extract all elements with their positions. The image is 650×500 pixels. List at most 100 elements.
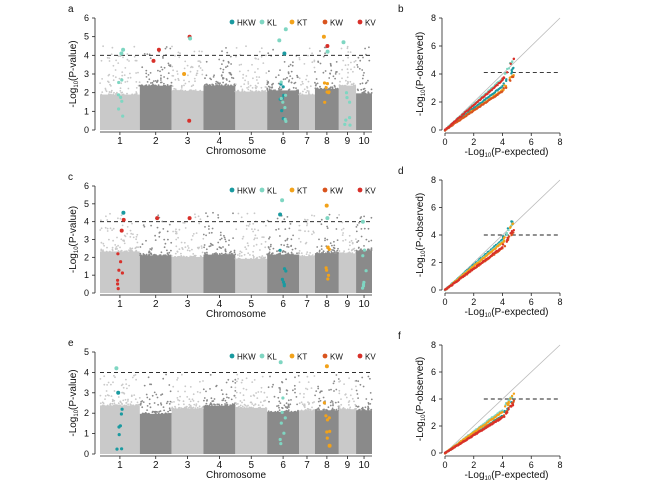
snp-point [194,407,197,409]
snp-point [183,79,185,82]
snp-point [157,84,160,87]
qq-point [496,84,499,87]
snp-point [326,409,329,412]
snp-point [210,231,213,234]
snp-point [286,76,288,79]
snp-point [336,239,339,242]
snp-point [337,247,339,250]
snp-point [249,84,252,87]
qq-point [511,60,514,63]
snp-point [289,75,292,77]
snp-point [108,93,110,95]
snp-point [229,72,232,74]
snp-point [139,246,142,248]
snp-point [255,392,257,394]
snp-point [135,235,138,238]
snp-point [312,409,315,412]
snp-point [350,239,353,242]
snp-point [212,84,215,87]
highlight-snp [282,431,286,435]
snp-point [341,84,344,87]
snp-point [183,84,185,87]
snp-point [170,249,172,252]
y-tick-label: 6 [431,203,436,213]
snp-point [367,402,370,404]
snp-point [355,249,358,252]
highlight-snp [325,418,330,422]
snp-point [177,255,180,258]
snp-point [200,245,203,248]
snp-point [252,407,255,409]
snp-point [287,253,290,256]
snp-point [114,244,117,246]
snp-point [234,253,237,256]
snp-point [289,63,292,66]
snp-point [307,401,309,403]
snp-point [337,401,340,403]
snp-point [160,74,162,77]
snp-point [168,403,171,405]
snp-point [321,252,323,254]
snp-point [299,241,302,243]
snp-point [347,51,350,53]
snp-point [100,93,103,96]
x-axis-label: Chromosome [206,470,266,481]
snp-point [243,407,246,409]
snp-point [134,374,137,376]
snp-point [346,68,349,71]
snp-point [277,396,280,399]
snp-point [370,398,373,401]
snp-point [285,378,287,381]
highlight-snp [116,278,120,282]
snp-point [287,65,290,68]
snp-point [316,252,319,255]
snp-point [300,401,303,404]
y-tick-label: 8 [431,175,436,185]
legend-item-kw: KW [322,187,343,196]
snp-point [148,398,151,401]
snp-point [138,397,141,399]
snp-point [303,393,305,395]
snp-point [240,255,243,257]
legend-item-kv: KV [357,353,376,362]
snp-point [191,255,193,258]
snp-point [318,408,320,411]
snp-point [105,215,107,218]
snp-point [239,404,242,407]
snp-point [298,237,300,240]
x-tick-label: 10 [358,299,370,310]
snp-point [119,250,122,253]
snp-point [112,227,115,230]
snp-point [331,87,334,90]
snp-point [309,252,311,254]
snp-point [202,237,205,240]
snp-point [183,222,186,224]
snp-point [312,230,315,233]
snp-point [287,410,289,413]
snp-point [177,399,179,401]
x-tick-label: 2 [153,136,159,147]
qq-point [506,236,509,239]
highlight-snp [117,425,121,429]
snp-point [125,250,128,253]
snp-point [165,412,168,415]
snp-point [206,253,208,256]
qq-point [508,76,511,80]
snp-point [350,83,353,86]
snp-point [261,236,264,239]
snp-point [224,399,227,402]
snp-point [298,250,301,252]
snp-point [145,239,147,242]
qq-point [507,400,510,404]
x-tick-label: 4 [217,299,223,310]
y-tick-label: 4 [431,394,436,404]
x-axis-label: Chromosome [206,309,266,320]
snp-point [193,255,195,258]
snp-point [352,82,355,85]
snp-point [237,212,240,215]
snp-point [125,383,128,385]
snp-point [117,244,119,247]
snp-point [203,399,205,402]
snp-point [254,84,257,87]
snp-point [100,59,103,62]
